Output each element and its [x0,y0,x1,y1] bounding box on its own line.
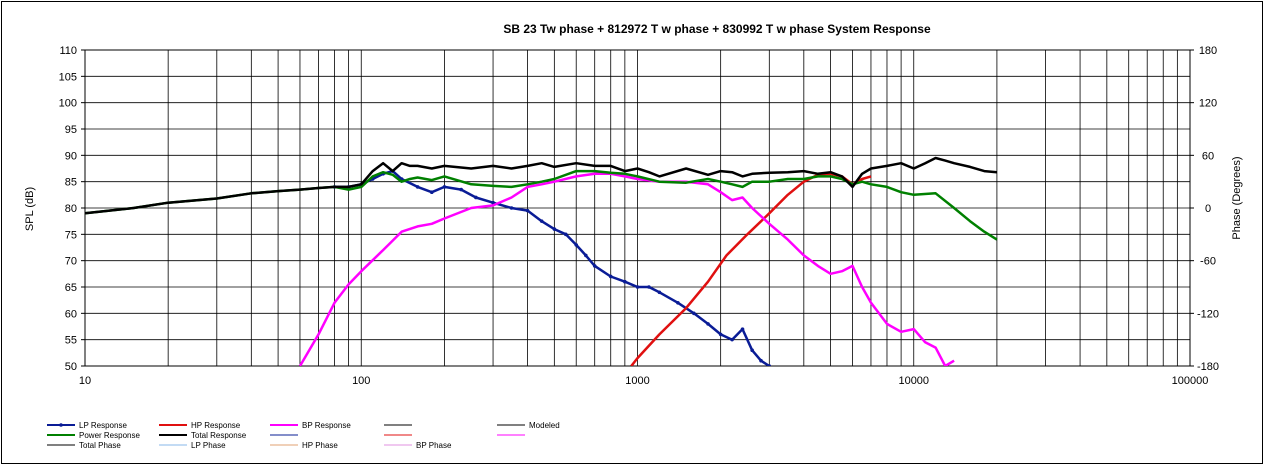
legend-label: Total Response [191,431,247,440]
series-point-lp-response [563,232,568,237]
y-tick-label: 55 [65,335,77,347]
series-line-bp-response [298,172,955,366]
legend-label: Modeled [529,421,560,430]
series-line-total-response [85,156,998,215]
series-point-lp-response [718,332,723,337]
series-point-lp-response [730,337,734,342]
series-line-lp-response [334,169,770,366]
y-tick-label: 70 [65,256,77,268]
y-axis-label: SPL (dB) [24,187,36,231]
legend: LP Response HP Response BP Response Modeled… [47,421,560,450]
y-tick-label: 75 [65,229,77,241]
chart-title: SB 23 Tw phase + 812972 T w phase + 8309… [503,22,931,36]
y-tick-label: 100 [59,98,77,110]
series-point-lp-response [442,185,447,189]
series-point-lp-response [692,311,696,316]
series-point-lp-response [608,274,613,279]
series-point-lp-response [657,290,662,295]
series-line-hp-response [630,172,872,366]
legend-label: HP Response [191,421,241,430]
y2-tick-label: 60 [1202,150,1214,162]
legend-marker [59,423,63,427]
y-tick-label: 95 [65,124,77,136]
legend-label: LP Phase [191,441,226,450]
series-point-lp-response [635,285,640,289]
legend-label: Total Phase [79,441,121,450]
series-layer [85,156,998,366]
y-tick-label: 50 [65,361,77,373]
x-tick-label: 10 [79,375,91,387]
y2-tick-label: -120 [1197,308,1219,320]
y-tick-label: 110 [59,45,77,57]
series-point-lp-response [429,190,434,194]
series-point-lp-response [509,206,514,210]
series-point-lp-response [750,348,754,353]
y-tick-label: 80 [65,203,77,215]
series-point-lp-response [525,208,530,213]
grid [81,49,1194,367]
series-point-lp-response [539,219,544,223]
series-point-lp-response [415,185,420,189]
y-tick-label: 65 [65,282,77,294]
legend-label: Power Response [79,431,140,440]
series-point-lp-response [623,279,627,284]
y2-axis-label: Phase (Degrees) [1231,156,1243,239]
y2-tick-label: 0 [1205,203,1211,215]
y-tick-label: 105 [59,71,77,83]
y2-tick-label: 180 [1199,45,1217,57]
y2-tick-label: -60 [1200,256,1216,268]
legend-label: LP Response [79,421,127,430]
x-tick-label: 1000 [625,375,649,387]
y-tick-label: 90 [65,150,77,162]
legend-label: HP Phase [302,441,338,450]
x-tick-label: 100000 [1172,375,1209,387]
series-point-lp-response [647,285,651,289]
series-line-power-response [85,169,998,241]
legend-label: BP Phase [416,441,452,450]
y-tick-label: 60 [65,308,77,320]
series-point-lp-response [676,301,680,305]
series-point-lp-response [592,264,597,268]
series-point-lp-response [552,227,557,231]
series-point-lp-response [584,253,588,258]
y2-tick-label: -180 [1197,361,1219,373]
legend-label: BP Response [302,421,351,430]
tick-labels: 50556065707580859095100105110-180-120-60… [59,45,1219,387]
series-point-lp-response [474,195,478,200]
series-point-lp-response [459,187,463,192]
y2-tick-label: 120 [1199,98,1217,110]
series-point-lp-response [740,327,745,331]
y-tick-label: 85 [65,177,77,189]
series-point-lp-response [706,322,710,326]
series-point-lp-response [574,243,579,247]
series-point-lp-response [491,200,495,205]
x-tick-label: 10000 [898,375,929,387]
x-tick-label: 100 [352,375,370,387]
series-point-lp-response [767,364,772,366]
series-point-lp-response [759,358,763,363]
